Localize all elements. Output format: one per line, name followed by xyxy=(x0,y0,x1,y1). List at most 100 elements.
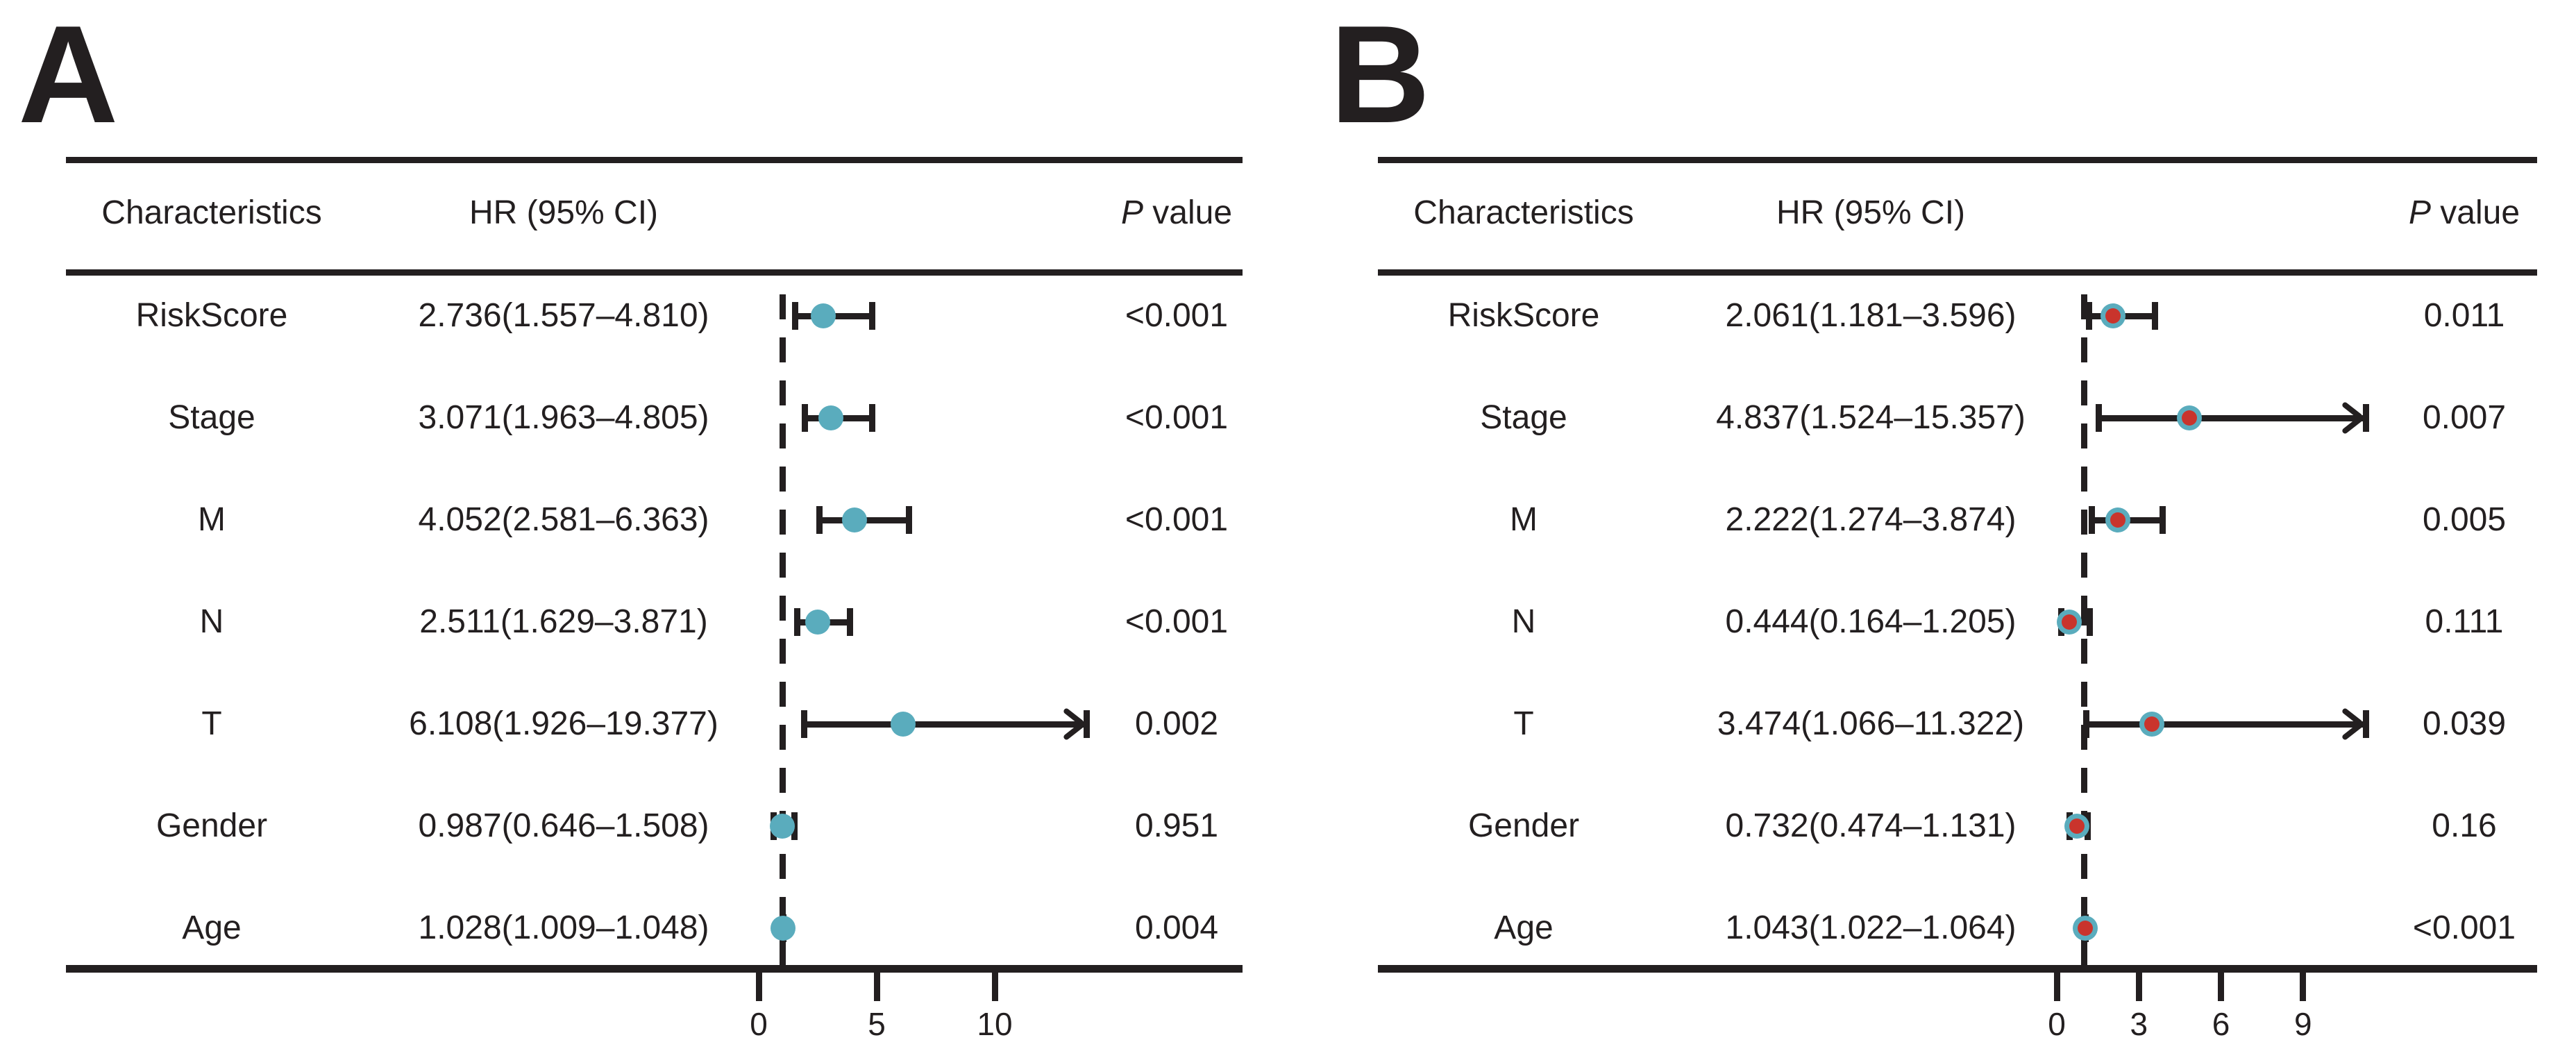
hr-ci-text: 2.511(1.629–3.871) xyxy=(419,603,708,640)
hr-ci-text: 2.736(1.557–4.810) xyxy=(418,297,709,334)
point-marker xyxy=(890,712,916,737)
error-bar xyxy=(2086,721,2366,728)
hr-ci-text: 0.444(0.164–1.205) xyxy=(1725,603,2017,640)
hr-ci-text: 2.222(1.274–3.874) xyxy=(1725,501,2017,538)
axis-tick-label: 3 xyxy=(2130,1006,2148,1042)
axis-tick-label: 5 xyxy=(868,1006,886,1042)
row-label: T xyxy=(201,705,222,742)
hr-ci-text: 4.837(1.524–15.357) xyxy=(1716,399,2026,436)
hr-ci-text: 3.474(1.066–11.322) xyxy=(1717,705,2025,742)
ci-cap-low xyxy=(802,404,809,432)
axis-tick-label: 0 xyxy=(2048,1006,2066,1042)
point-marker xyxy=(818,405,844,430)
reference-axis-tick xyxy=(2080,936,2087,965)
hr-ci-text: 0.987(0.646–1.508) xyxy=(418,807,709,844)
point-marker xyxy=(841,507,867,532)
axis-tick-label: 6 xyxy=(2212,1006,2230,1042)
p-value-text: 0.16 xyxy=(2432,807,2497,844)
ci-cap-high xyxy=(2087,608,2093,636)
row-label: M xyxy=(1510,501,1538,538)
col-header-p-value: P value xyxy=(1121,196,1232,230)
ci-cap-low xyxy=(2082,710,2089,738)
row-label: Stage xyxy=(1480,399,1567,436)
ci-cap-low xyxy=(800,710,807,738)
ci-cap-high xyxy=(847,608,854,636)
error-bar xyxy=(2098,414,2366,421)
row-label: Age xyxy=(1494,909,1554,946)
ci-cap-high xyxy=(2362,404,2369,432)
point-marker xyxy=(770,916,795,941)
hr-ci-text: 2.061(1.181–3.596) xyxy=(1725,297,2017,334)
col-header-p-value: P value xyxy=(2409,196,2520,230)
hr-ci-text: 1.028(1.009–1.048) xyxy=(418,909,709,946)
axis-tick xyxy=(755,972,762,1001)
table-top-rule xyxy=(1378,157,2537,163)
point-marker xyxy=(769,814,795,839)
p-value-text: 0.002 xyxy=(1134,705,1219,742)
table-bottom-rule-axis-line xyxy=(66,965,1243,973)
axis-tick-label: 10 xyxy=(977,1006,1013,1042)
hr-ci-text: 3.071(1.963–4.805) xyxy=(418,399,709,436)
point-marker-core xyxy=(2110,512,2125,528)
hr-ci-text: 4.052(2.581–6.363) xyxy=(418,501,709,538)
ci-cap-low xyxy=(816,506,823,534)
reference-dashed-line xyxy=(779,279,786,965)
ci-cap-high xyxy=(905,506,912,534)
point-marker-core xyxy=(2069,819,2085,834)
point-marker xyxy=(805,610,831,635)
p-value-text: 0.004 xyxy=(1134,909,1219,946)
ci-cap-high xyxy=(868,404,875,432)
ci-cap-high xyxy=(869,302,876,330)
row-label: N xyxy=(199,603,224,640)
p-value-text: <0.001 xyxy=(1125,297,1229,334)
p-rest: value xyxy=(1143,194,1233,231)
hr-ci-text: 6.108(1.926–19.377) xyxy=(409,705,718,742)
table-header-rule xyxy=(1378,269,2537,276)
panel-b-label: B xyxy=(1330,0,1431,152)
axis-tick xyxy=(873,972,880,1001)
row-label: Stage xyxy=(168,399,255,436)
row-label: RiskScore xyxy=(135,297,288,334)
point-marker-core xyxy=(2144,716,2160,732)
p-value-text: 0.951 xyxy=(1134,807,1219,844)
point-marker-core xyxy=(2061,614,2077,630)
reference-axis-tick xyxy=(779,936,786,965)
p-value-text: <0.001 xyxy=(1125,603,1229,640)
col-header-characteristics: Characteristics xyxy=(101,194,322,231)
table-bottom-rule-axis-line xyxy=(1378,965,2537,973)
p-value-text: 0.005 xyxy=(2422,501,2507,538)
error-bar xyxy=(804,721,1087,728)
hr-ci-text: 1.043(1.022–1.064) xyxy=(1725,909,2017,946)
row-label: N xyxy=(1511,603,1536,640)
ci-cap-low xyxy=(2088,506,2095,534)
ci-cap-low xyxy=(793,608,800,636)
p-value-text: <0.001 xyxy=(2412,909,2516,946)
axis-tick xyxy=(2053,972,2060,1001)
table-header-rule xyxy=(66,269,1243,276)
axis-tick-label: 9 xyxy=(2293,1006,2312,1042)
row-label: M xyxy=(198,501,226,538)
p-value-text: 0.039 xyxy=(2422,705,2507,742)
ci-cap-high xyxy=(2152,302,2159,330)
p-italic: P xyxy=(2408,194,2431,231)
row-label: Gender xyxy=(155,807,268,844)
col-header-hr-ci: HR (95% CI) xyxy=(469,194,659,231)
point-marker-core xyxy=(2105,308,2121,324)
hr-ci-text: 0.732(0.474–1.131) xyxy=(1725,807,2017,844)
col-header-hr-ci: HR (95% CI) xyxy=(1776,194,1966,231)
row-label: T xyxy=(1513,705,1534,742)
axis-tick xyxy=(991,972,998,1001)
ci-cap-low xyxy=(2095,404,2102,432)
panel-a-label: A xyxy=(18,0,119,152)
axis-tick-label: 0 xyxy=(750,1006,768,1042)
p-value-text: 0.111 xyxy=(2425,603,2504,640)
p-value-text: <0.001 xyxy=(1125,399,1229,436)
p-value-text: <0.001 xyxy=(1125,501,1229,538)
ci-cap-high xyxy=(1084,710,1091,738)
ci-cap-low xyxy=(792,302,799,330)
row-label: Age xyxy=(182,909,242,946)
p-rest: value xyxy=(2430,194,2520,231)
ci-cap-high xyxy=(2362,710,2369,738)
axis-tick xyxy=(2218,972,2225,1001)
